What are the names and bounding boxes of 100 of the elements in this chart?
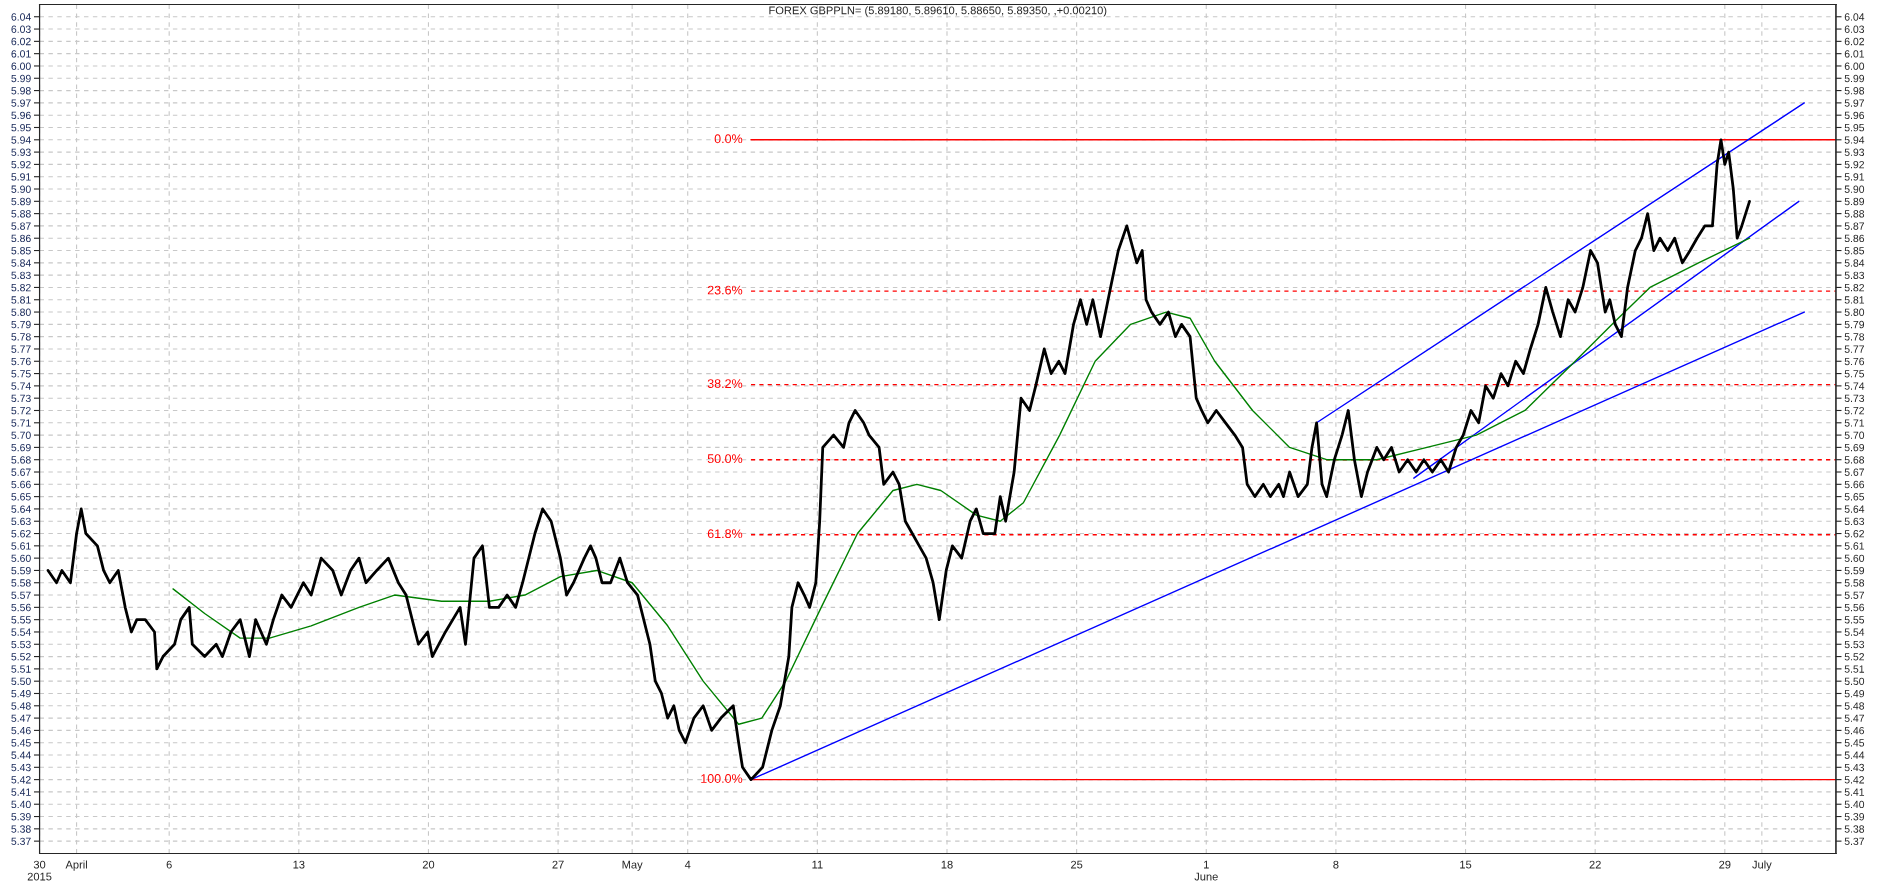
y2-tick-label: 5.92	[1844, 160, 1865, 169]
y-tick-label: 5.78	[11, 333, 31, 341]
x-tick-label: May	[622, 860, 643, 871]
y2-tick-label: 5.82	[1844, 283, 1865, 292]
series-label: 61.8%	[707, 529, 743, 539]
y2-tick-label: 5.43	[1844, 763, 1865, 772]
y-tick-label: 5.75	[11, 370, 31, 378]
y-tick-label: 5.65	[11, 493, 31, 501]
y-tick-label: 5.63	[11, 517, 31, 526]
y2-tick-label: 5.77	[1844, 345, 1865, 353]
y2-tick-label: 6.03	[1844, 25, 1865, 33]
y2-tick-label: 5.98	[1844, 87, 1865, 95]
y2-tick-label: 5.71	[1844, 419, 1865, 427]
y-tick-label: 5.48	[11, 702, 31, 710]
y-tick-label: 5.59	[11, 566, 31, 575]
y-tick-label: 5.96	[11, 111, 31, 120]
y-tick-label: 5.52	[11, 653, 31, 661]
y2-tick-label: 5.90	[1844, 185, 1865, 193]
y2-tick-label: 5.87	[1844, 222, 1865, 230]
y2-tick-label: 5.67	[1844, 468, 1865, 476]
x-tick-label: 27	[552, 860, 564, 869]
y2-tick-label: 5.79	[1844, 320, 1865, 329]
x-tick-label: 8	[1333, 860, 1339, 869]
y2-tick-label: 5.55	[1844, 616, 1865, 624]
y2-tick-label: 5.73	[1844, 394, 1865, 403]
y-tick-label: 5.87	[11, 222, 31, 230]
y2-tick-label: 5.40	[1844, 800, 1865, 809]
y2-tick-label: 5.38	[1844, 825, 1865, 833]
y-tick-label: 5.68	[11, 456, 31, 464]
y2-tick-label: 5.51	[1844, 665, 1865, 673]
y2-tick-label: 5.52	[1844, 653, 1865, 661]
x-tick-label: 6	[166, 860, 172, 869]
y2-tick-label: 5.54	[1844, 628, 1865, 636]
y-tick-label: 5.67	[11, 468, 31, 476]
y-tick-label: 6.04	[11, 13, 31, 21]
y2-tick-label: 5.85	[1844, 247, 1865, 255]
y2-tick-label: 5.44	[1844, 751, 1865, 759]
y-tick-label: 5.55	[11, 616, 31, 624]
y-tick-label: 5.62	[11, 530, 31, 538]
y2-tick-label: 5.80	[1844, 308, 1865, 316]
line-series	[172, 237, 1751, 725]
y2-tick-label: 5.78	[1844, 333, 1865, 341]
x-tick-label: 11	[812, 860, 823, 869]
y-tick-label: 5.66	[11, 480, 31, 489]
y2-tick-label: 5.96	[1844, 111, 1865, 120]
series-label: 38.2%	[707, 379, 743, 388]
y2-tick-label: 5.50	[1844, 677, 1865, 686]
y-tick-label: 5.79	[11, 320, 31, 329]
y2-tick-label: 5.57	[1844, 591, 1865, 599]
y2-tick-label: 5.39	[1844, 813, 1865, 821]
y2-tick-label: 5.49	[1844, 689, 1865, 698]
y2-tick-label: 5.76	[1844, 357, 1865, 366]
y-tick-label: 5.50	[11, 677, 31, 686]
y-tick-label: 6.03	[11, 25, 31, 33]
y-tick-label: 5.93	[11, 148, 31, 156]
y-tick-label: 5.58	[11, 579, 31, 587]
y2-tick-label: 5.99	[1844, 74, 1865, 83]
y2-tick-label: 5.84	[1844, 259, 1865, 267]
y-tick-label: 5.76	[11, 357, 31, 366]
y2-tick-label: 5.91	[1844, 173, 1865, 181]
x-tick-label: 4	[684, 860, 691, 869]
series-label: 0.0%	[714, 134, 743, 144]
y2-tick-label: 5.74	[1844, 382, 1865, 390]
y-tick-label: 5.54	[11, 628, 31, 636]
y-tick-label: 5.95	[11, 123, 31, 132]
y-tick-label: 5.46	[11, 726, 31, 735]
x-tick-label: 25	[1071, 860, 1083, 869]
y2-tick-label: 5.68	[1844, 456, 1865, 464]
y-tick-label: 5.83	[11, 271, 31, 280]
y-tick-label: 6.00	[11, 62, 31, 70]
y2-tick-label: 5.48	[1844, 702, 1865, 710]
x-tick-label: 13	[293, 860, 305, 869]
y-tick-label: 5.44	[11, 751, 31, 759]
y2-tick-label: 5.42	[1844, 776, 1865, 784]
series-label: 100.0%	[701, 774, 743, 783]
y-tick-label: 5.85	[11, 247, 31, 255]
y2-tick-label: 5.94	[1844, 136, 1865, 144]
y-tick-label: 5.98	[11, 87, 31, 95]
x-tick-label: 15	[1460, 860, 1472, 869]
x-tick-label: 1 June	[1194, 860, 1218, 881]
y2-tick-label: 5.83	[1844, 271, 1865, 280]
y-tick-label: 5.80	[11, 308, 31, 316]
y-tick-label: 5.43	[11, 763, 31, 772]
y-tick-label: 5.53	[11, 640, 31, 649]
y2-tick-label: 5.65	[1844, 493, 1865, 501]
y-tick-label: 5.70	[11, 431, 31, 439]
y2-tick-label: 5.81	[1844, 296, 1865, 304]
y2-tick-label: 6.01	[1844, 50, 1865, 58]
y-tick-label: 5.88	[11, 210, 31, 218]
y-tick-label: 5.99	[11, 74, 31, 83]
y-tick-label: 5.45	[11, 739, 31, 747]
y-tick-label: 5.56	[11, 603, 31, 612]
series-label: 23.6%	[707, 285, 743, 295]
x-tick-label: 29	[1719, 860, 1731, 869]
y-tick-label: 6.02	[11, 37, 31, 46]
x-tick-label: July	[1752, 860, 1772, 871]
y2-tick-label: 5.66	[1844, 480, 1865, 489]
y2-tick-label: 5.59	[1844, 566, 1865, 575]
y2-tick-label: 5.41	[1844, 788, 1865, 796]
y2-tick-label: 5.61	[1844, 542, 1865, 550]
